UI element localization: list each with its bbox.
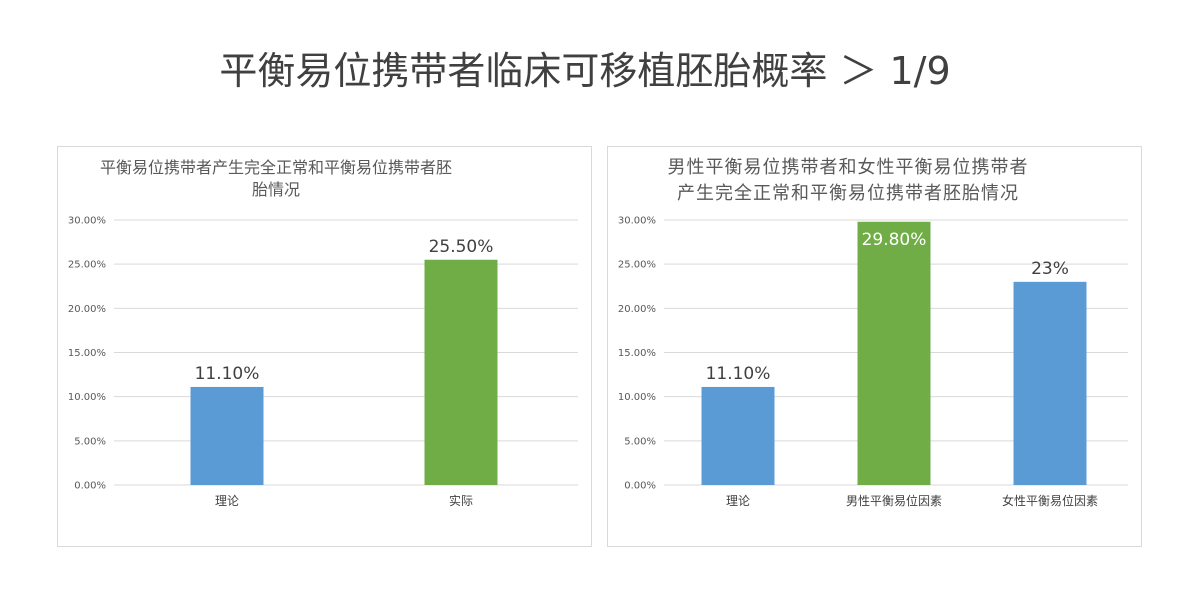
y-tick-label: 20.00%: [68, 304, 106, 315]
chart-title-line-2: 胎情况: [252, 180, 300, 199]
data-label: 29.80%: [862, 230, 927, 250]
chart-card-theory-vs-actual: 平衡易位携带者产生完全正常和平衡易位携带者胚 胎情况 0.00% 5.00% 10.00…: [57, 146, 592, 547]
y-tick-label: 15.00%: [618, 348, 656, 359]
data-label: 11.10%: [195, 364, 260, 384]
chart-title-line-1: 平衡易位携带者产生完全正常和平衡易位携带者胚: [100, 158, 452, 177]
page-title: 平衡易位携带者临床可移植胚胎概率 ＞ 1/9: [219, 49, 951, 93]
data-label: 23%: [1031, 259, 1069, 279]
y-tick-label: 15.00%: [68, 348, 106, 359]
category-label: 理论: [726, 494, 750, 508]
bar-1: [190, 386, 264, 485]
chart-title-line-1: 男性平衡易位携带者和女性平衡易位携带者: [668, 157, 1029, 178]
bar-2: [857, 221, 931, 485]
bar-3: [1013, 281, 1087, 485]
y-tick-label: 0.00%: [74, 481, 106, 492]
bar-1: [701, 386, 775, 485]
y-tick-label: 10.00%: [618, 392, 656, 403]
y-tick-label: 20.00%: [618, 304, 656, 315]
y-tick-label: 25.00%: [618, 260, 656, 271]
category-label: 实际: [449, 493, 473, 508]
y-tick-label: 30.00%: [618, 216, 656, 227]
chart-title-line-2: 产生完全正常和平衡易位携带者胚胎情况: [677, 183, 1019, 204]
y-tick-label: 5.00%: [624, 436, 656, 447]
data-label: 11.10%: [706, 364, 771, 384]
category-label: 理论: [215, 494, 239, 508]
y-tick-label: 5.00%: [74, 436, 106, 447]
bar-2: [424, 259, 498, 485]
y-tick-label: 25.00%: [68, 260, 106, 271]
y-tick-label: 0.00%: [624, 481, 656, 492]
y-tick-label: 30.00%: [68, 216, 106, 227]
y-tick-label: 10.00%: [68, 392, 106, 403]
category-label: 男性平衡易位因素: [846, 493, 942, 508]
data-label: 25.50%: [429, 237, 494, 257]
category-label: 女性平衡易位因素: [1002, 493, 1098, 508]
chart-card-male-vs-female: 男性平衡易位携带者和女性平衡易位携带者 产生完全正常和平衡易位携带者胚胎情况 0.0…: [607, 146, 1142, 547]
